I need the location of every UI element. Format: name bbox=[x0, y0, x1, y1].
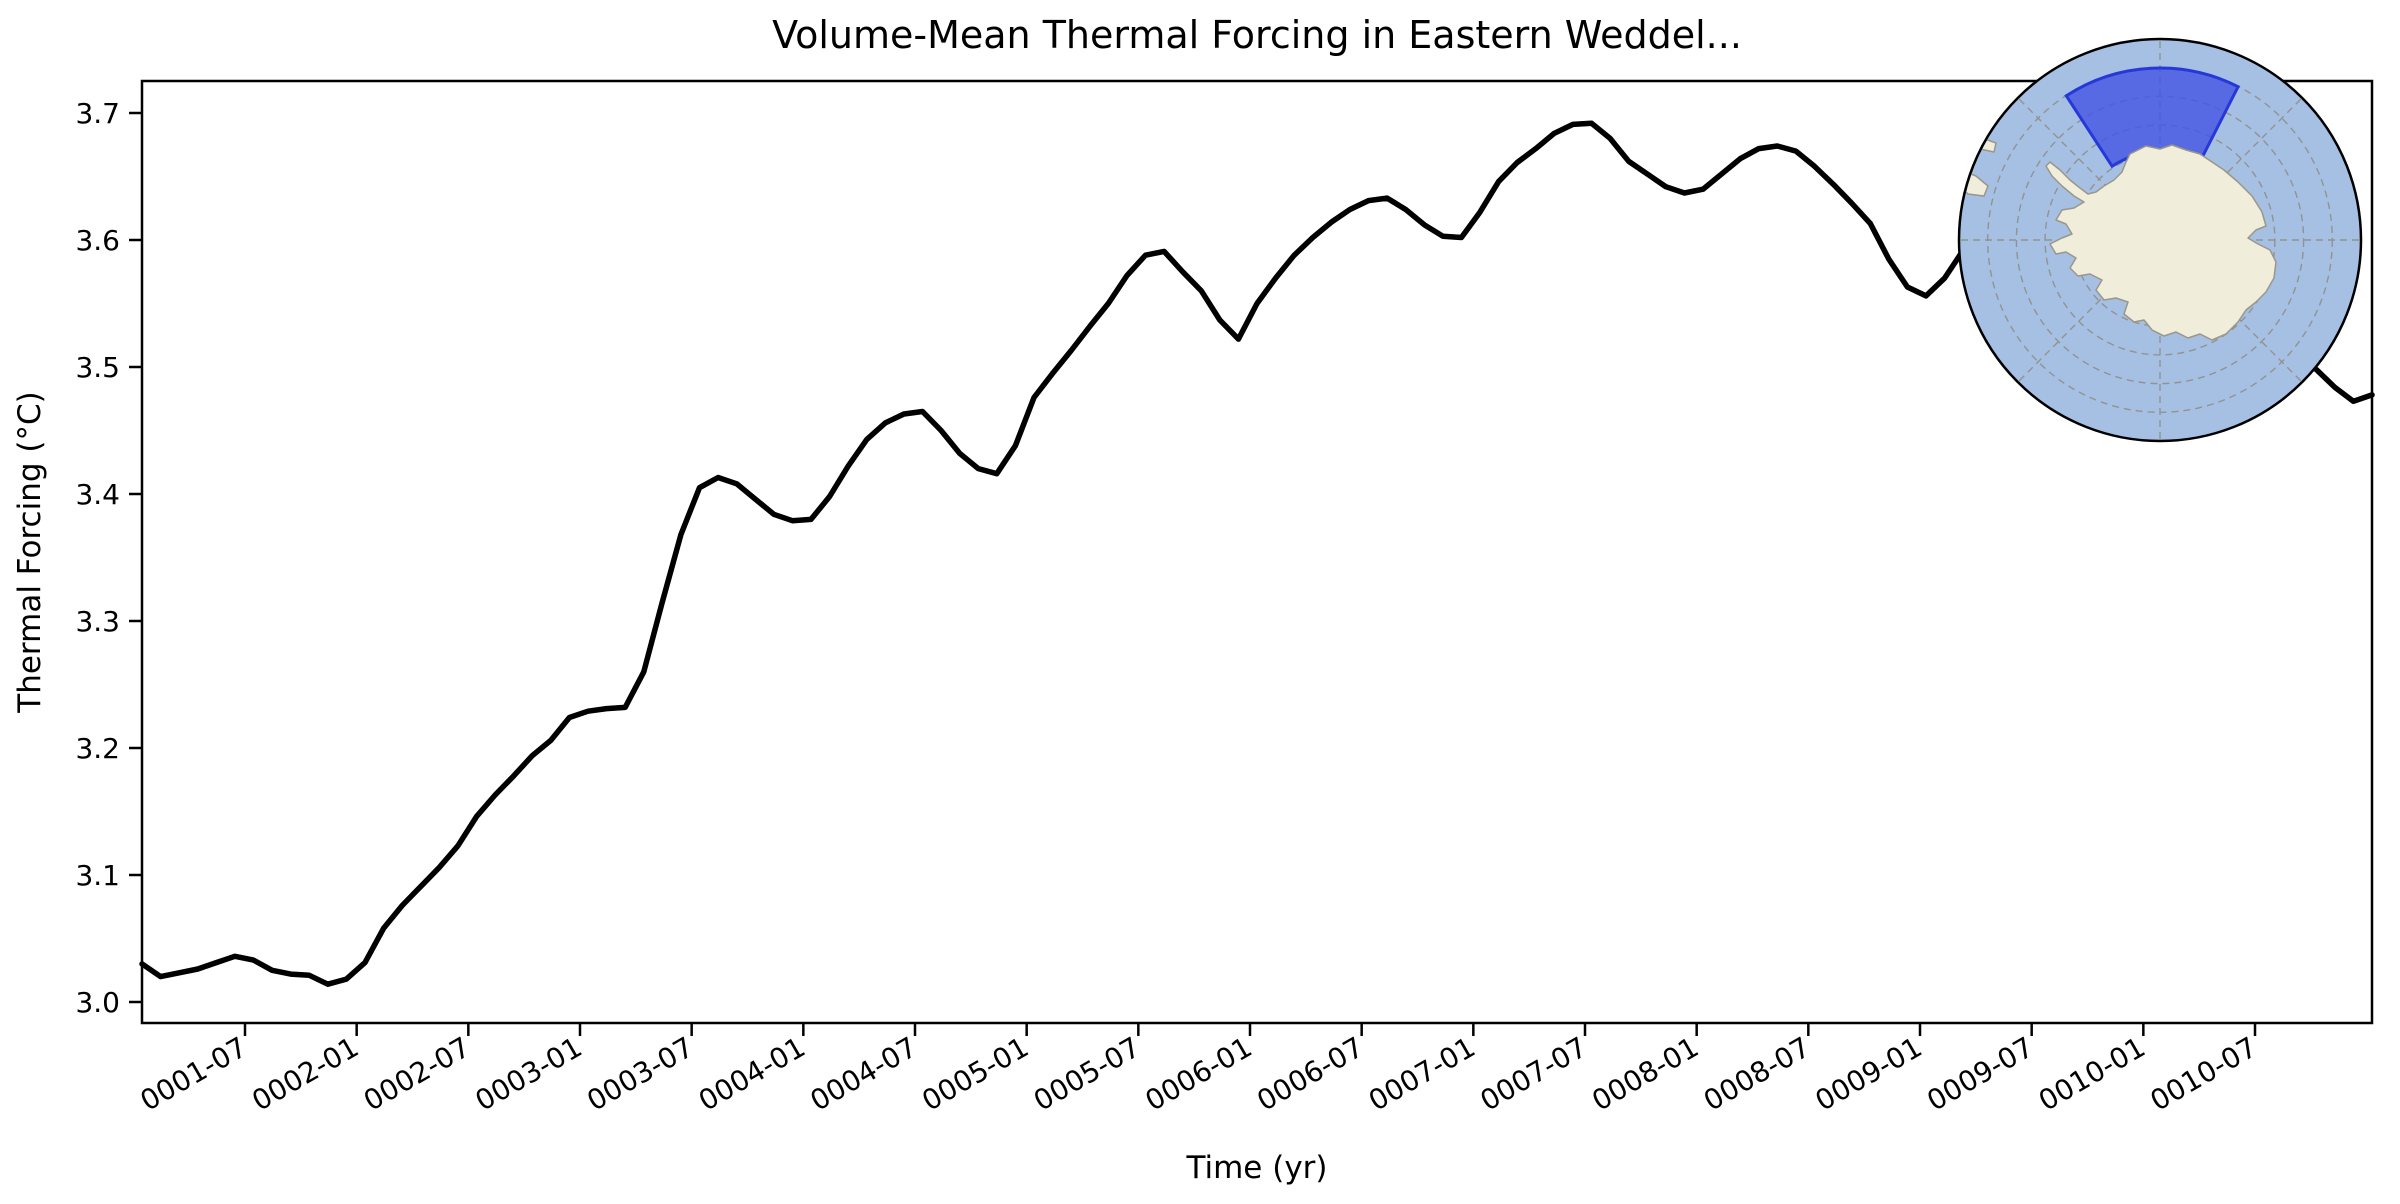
x-tick-label: 0005-01 bbox=[916, 1030, 1034, 1117]
y-tick-label: 3.0 bbox=[75, 986, 120, 1019]
x-tick-label: 0009-01 bbox=[1810, 1030, 1928, 1117]
y-tick-label: 3.2 bbox=[75, 732, 120, 765]
x-tick-label: 0008-01 bbox=[1586, 1030, 1704, 1117]
antarctica-landmass bbox=[2045, 144, 2277, 341]
y-tick-label: 3.5 bbox=[75, 351, 120, 384]
x-tick-label: 0006-07 bbox=[1251, 1030, 1369, 1117]
chart-title: Volume-Mean Thermal Forcing in Eastern W… bbox=[772, 13, 1742, 57]
inset-map bbox=[1957, 37, 2363, 443]
x-tick-label: 0002-07 bbox=[358, 1030, 476, 1117]
axes-frame bbox=[140, 79, 2374, 1025]
x-tick-label: 0003-01 bbox=[470, 1030, 588, 1117]
x-tick-label: 0008-07 bbox=[1698, 1030, 1816, 1117]
meridian-line bbox=[2017, 97, 2161, 241]
x-tick-label: 0005-07 bbox=[1028, 1030, 1146, 1117]
x-axis-label: Time (yr) bbox=[1186, 1150, 1328, 1186]
x-tick-label: 0010-01 bbox=[2033, 1030, 2151, 1117]
y-tick-label: 3.7 bbox=[75, 97, 120, 130]
x-tick-label: 0004-01 bbox=[693, 1030, 811, 1117]
y-axis-ticks: 3.0 3.1 3.2 3.3 3.4 3.5 3.6 3.7 bbox=[75, 97, 142, 1019]
x-tick-label: 0007-01 bbox=[1363, 1030, 1481, 1117]
x-tick-label: 0009-07 bbox=[1921, 1030, 2039, 1117]
x-tick-label: 0004-07 bbox=[805, 1030, 923, 1117]
meridian-line bbox=[2017, 239, 2161, 383]
y-tick-label: 3.1 bbox=[75, 859, 120, 892]
y-tick-label: 3.3 bbox=[75, 605, 120, 638]
y-tick-label: 3.6 bbox=[75, 224, 120, 257]
x-tick-label: 0003-07 bbox=[581, 1030, 699, 1117]
x-tick-label: 0001-07 bbox=[135, 1030, 253, 1117]
x-axis-ticks: 0001-070002-010002-070003-010003-070004-… bbox=[135, 1023, 2263, 1118]
plot-border bbox=[140, 79, 2374, 1025]
x-tick-label: 0002-01 bbox=[246, 1030, 364, 1117]
y-axis-label: Thermal Forcing (°C) bbox=[12, 391, 48, 713]
x-tick-label: 0007-07 bbox=[1475, 1030, 1593, 1117]
y-tick-label: 3.4 bbox=[75, 478, 120, 511]
x-tick-label: 0010-07 bbox=[2145, 1030, 2263, 1117]
x-tick-label: 0006-01 bbox=[1140, 1030, 1258, 1117]
meridian-line bbox=[2159, 97, 2303, 241]
